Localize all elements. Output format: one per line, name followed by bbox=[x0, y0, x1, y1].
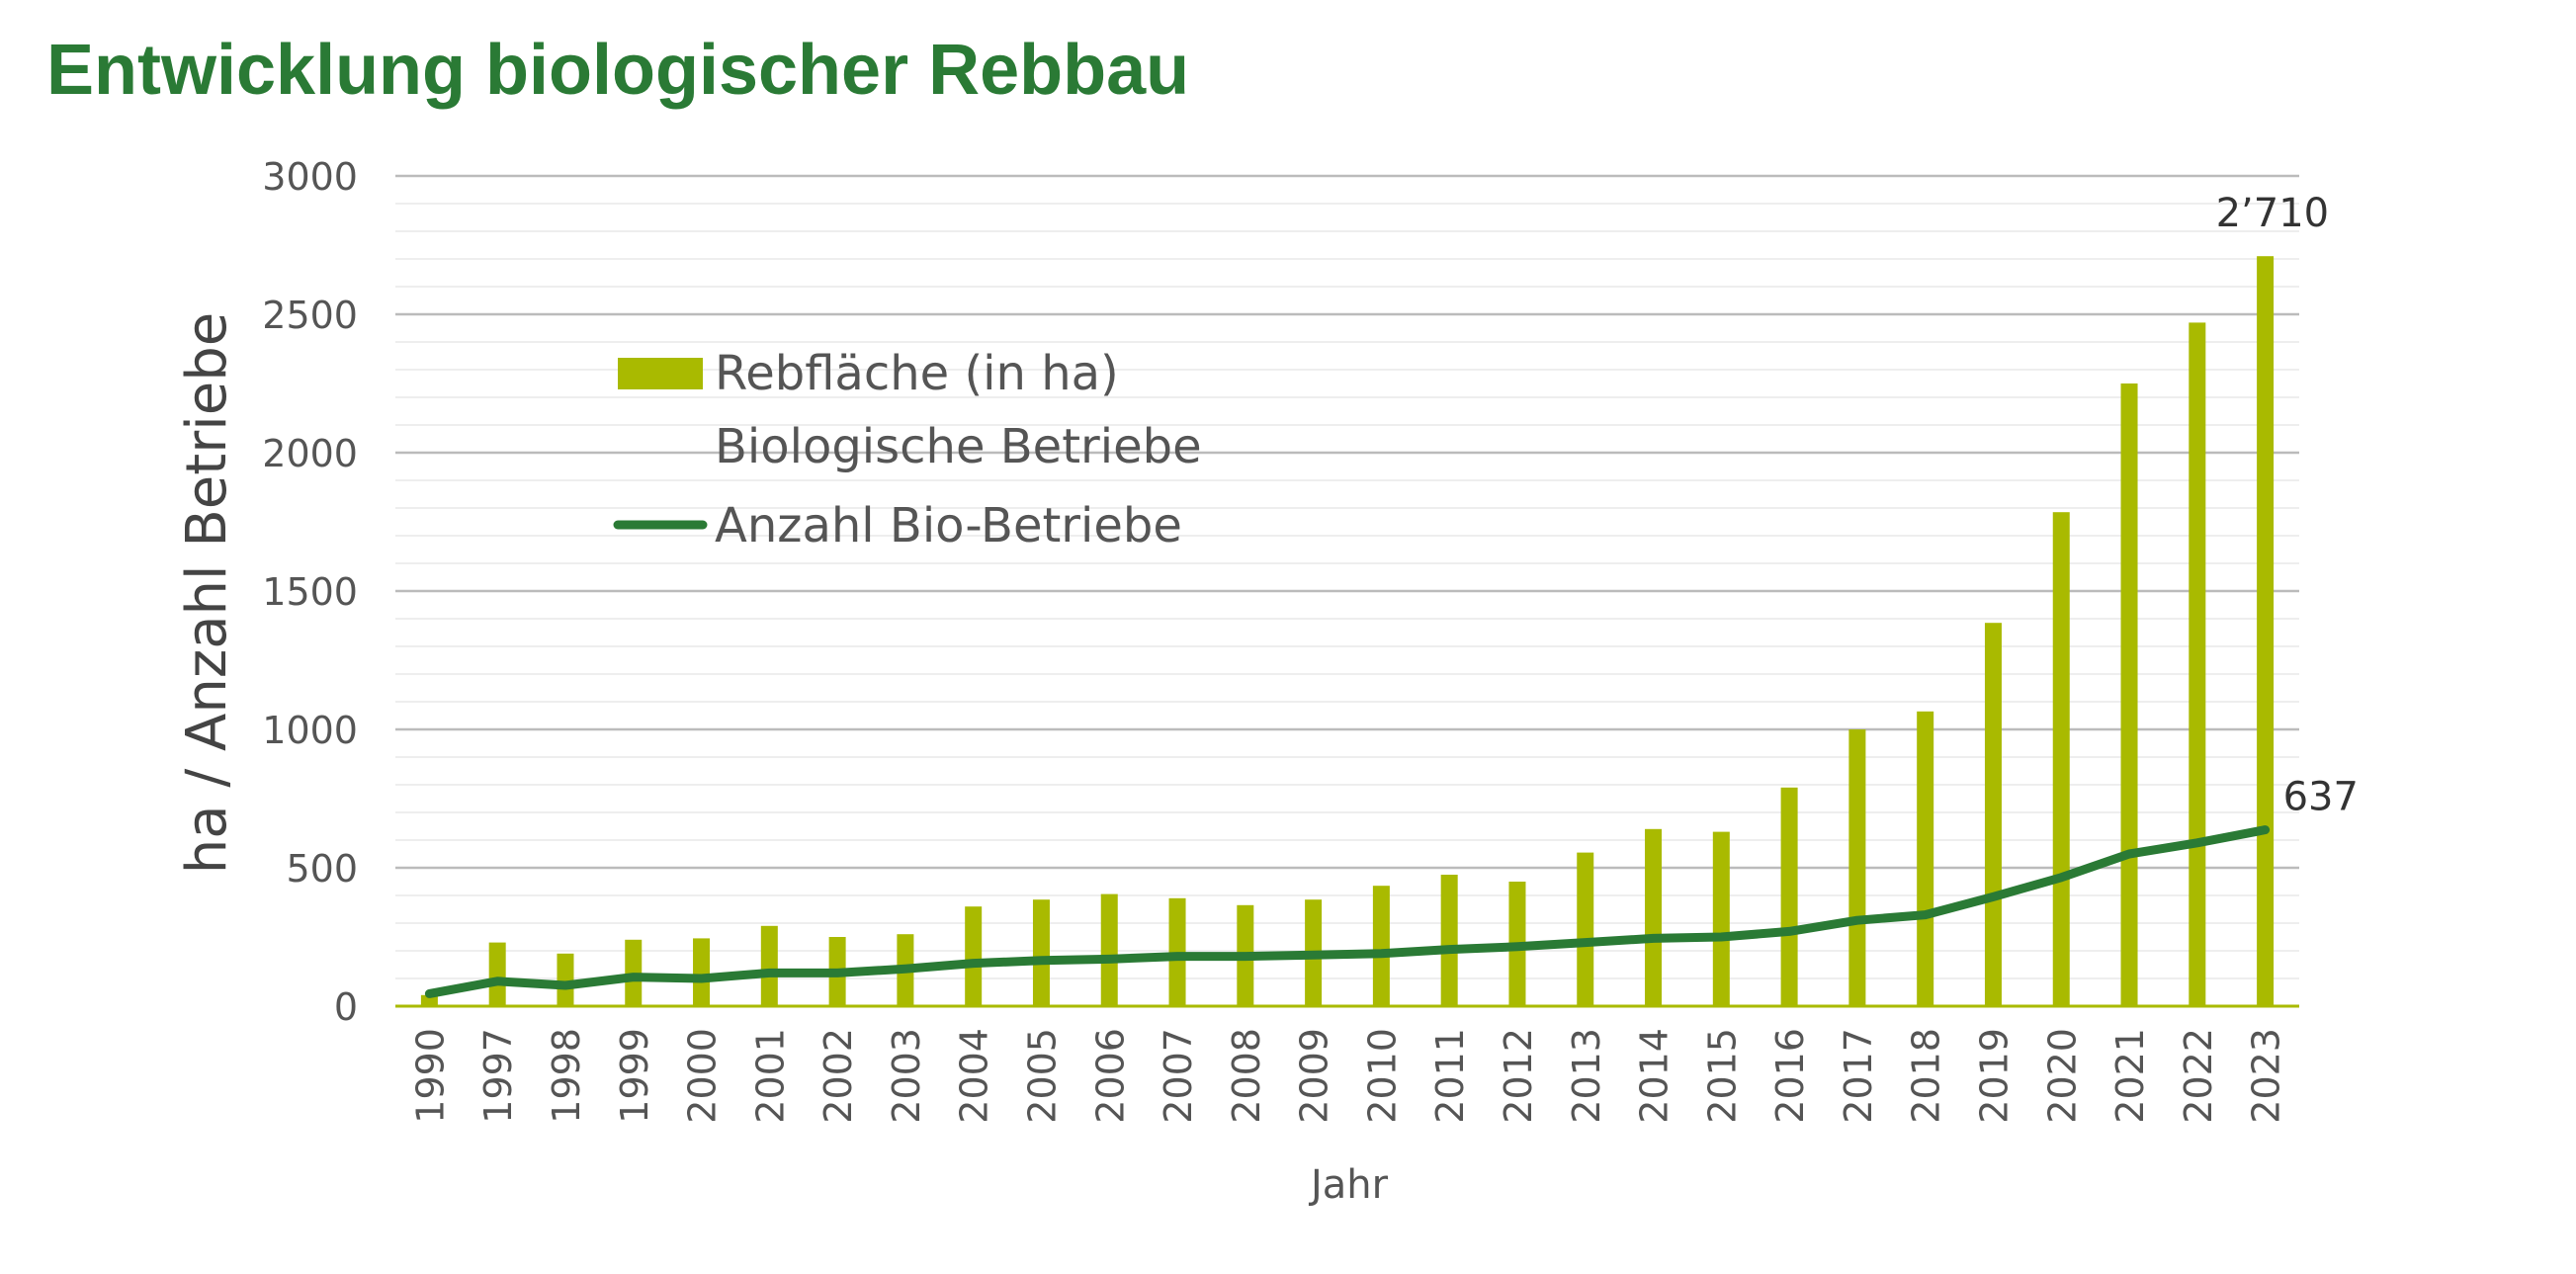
page-title: Entwicklung biologischer Rebbau bbox=[46, 31, 1190, 110]
bar-2022 bbox=[2189, 322, 2206, 1006]
x-tick-label: 2020 bbox=[2040, 1028, 2084, 1124]
bar-1997 bbox=[488, 942, 506, 1006]
data-labels: 2’710 637 bbox=[2216, 191, 2359, 819]
x-axis-label: Jahr bbox=[1308, 1162, 1389, 1208]
y-tick-label: 1500 bbox=[262, 570, 358, 614]
bar-2004 bbox=[965, 906, 983, 1006]
bar-2006 bbox=[1100, 893, 1118, 1006]
x-tick-label: 2000 bbox=[681, 1028, 725, 1124]
legend-item-biologische-betriebe: Biologische Betriebe bbox=[715, 419, 1202, 474]
x-tick-label: 2004 bbox=[953, 1028, 996, 1124]
x-tick-label: 2018 bbox=[1905, 1028, 1948, 1124]
x-tick-label: 2021 bbox=[2108, 1028, 2152, 1124]
x-tick-label: 2010 bbox=[1360, 1028, 1404, 1124]
y-tick-label: 2000 bbox=[262, 432, 358, 475]
x-tick-label: 1997 bbox=[476, 1028, 520, 1124]
bar-2016 bbox=[1780, 787, 1798, 1006]
x-tick-label: 2003 bbox=[885, 1028, 928, 1124]
bar-2021 bbox=[2120, 383, 2138, 1006]
bar-2013 bbox=[1577, 852, 1594, 1006]
x-tick-label: 2019 bbox=[1972, 1028, 2016, 1124]
x-tick-label: 2022 bbox=[2177, 1028, 2220, 1124]
y-axis-ticks: 0 500 1000 1500 2000 2500 3000 bbox=[262, 155, 358, 1029]
grid bbox=[395, 174, 2299, 979]
x-tick-label: 2016 bbox=[1768, 1028, 1812, 1124]
bar-1998 bbox=[557, 953, 574, 1006]
x-tick-label: 1999 bbox=[613, 1028, 656, 1124]
legend-item-rebflaeche: Rebfläche (in ha) bbox=[715, 346, 1119, 401]
x-tick-label: 2001 bbox=[748, 1028, 792, 1124]
bar-2019 bbox=[1984, 623, 2002, 1006]
bar-2005 bbox=[1032, 899, 1050, 1006]
legend-item-anzahl-bio-betriebe: Anzahl Bio-Betriebe bbox=[715, 498, 1182, 553]
legend-bar-swatch bbox=[618, 358, 703, 389]
x-tick-label: 1998 bbox=[545, 1028, 588, 1124]
bar-end-label: 2’710 bbox=[2216, 191, 2330, 236]
y-tick-label: 1000 bbox=[262, 709, 358, 752]
bar-2017 bbox=[1848, 729, 1866, 1006]
x-tick-label: 2002 bbox=[816, 1028, 860, 1124]
legend: Rebfläche (in ha) Biologische Betriebe A… bbox=[613, 346, 1202, 553]
x-tick-label: 2008 bbox=[1225, 1028, 1268, 1124]
bar-2015 bbox=[1712, 831, 1730, 1006]
bar-2020 bbox=[2052, 512, 2070, 1006]
bar-1990 bbox=[420, 994, 438, 1006]
y-tick-label: 2500 bbox=[262, 294, 358, 337]
x-tick-label: 1990 bbox=[408, 1028, 452, 1124]
x-tick-label: 2006 bbox=[1088, 1028, 1132, 1124]
line-end-label: 637 bbox=[2283, 775, 2359, 820]
x-tick-label: 2009 bbox=[1293, 1028, 1336, 1124]
bar-2014 bbox=[1645, 828, 1663, 1006]
y-axis-label: ha / Anzahl Betriebe bbox=[175, 312, 239, 875]
y-tick-label: 500 bbox=[286, 847, 358, 891]
x-tick-label: 2005 bbox=[1020, 1028, 1064, 1124]
y-tick-label: 3000 bbox=[262, 155, 358, 199]
bar-2000 bbox=[693, 938, 711, 1006]
x-tick-label: 2013 bbox=[1565, 1028, 1608, 1124]
x-tick-label: 2014 bbox=[1633, 1028, 1676, 1124]
bar-2010 bbox=[1372, 886, 1390, 1006]
x-tick-label: 2015 bbox=[1700, 1028, 1744, 1124]
bar-series bbox=[420, 256, 2275, 1006]
x-tick-label: 2017 bbox=[1837, 1028, 1880, 1124]
x-tick-label: 2007 bbox=[1157, 1028, 1200, 1124]
bar-2018 bbox=[1917, 711, 1934, 1006]
x-tick-label: 2011 bbox=[1428, 1028, 1472, 1124]
x-axis-ticks: 1990 1997 1998 1999 2000 2001 2002 2003 2004 2005… bbox=[408, 1028, 2287, 1124]
bar-2011 bbox=[1440, 875, 1458, 1006]
line-series-anzahl-bio-betriebe bbox=[424, 825, 2271, 998]
x-tick-label: 2012 bbox=[1497, 1028, 1540, 1124]
bar-2001 bbox=[760, 925, 778, 1006]
bar-2023 bbox=[2257, 256, 2275, 1006]
x-tick-label: 2023 bbox=[2245, 1028, 2288, 1124]
y-tick-label: 0 bbox=[334, 985, 358, 1029]
